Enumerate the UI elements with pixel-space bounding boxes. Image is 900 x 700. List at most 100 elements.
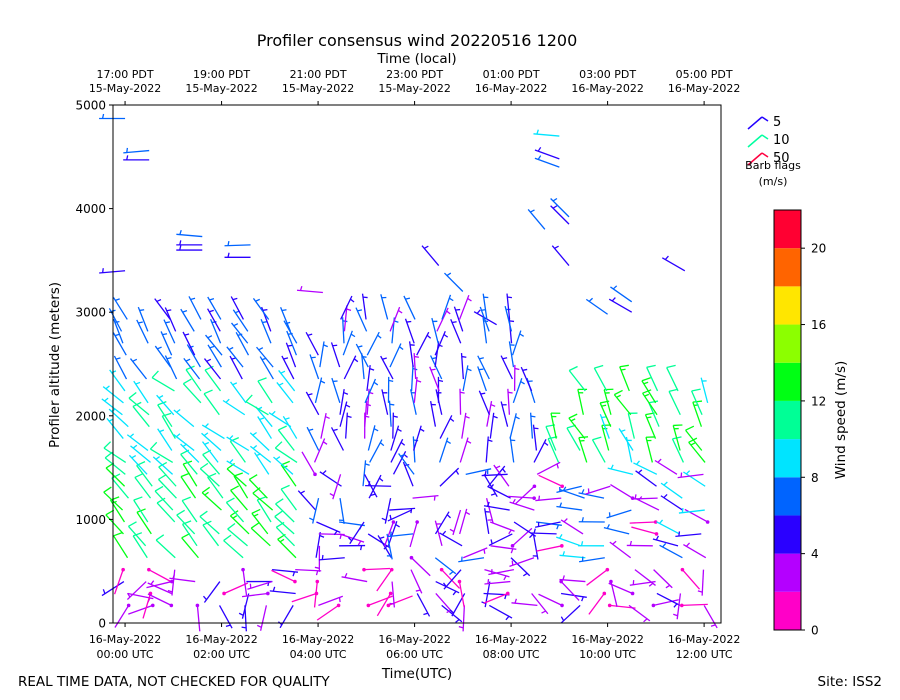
barb-shaft xyxy=(413,353,417,380)
barb-shaft xyxy=(199,468,220,487)
barb-half xyxy=(690,442,696,446)
wind-barb xyxy=(316,521,341,536)
barb-shaft xyxy=(578,557,605,563)
top-tick-date: 16-May-2022 xyxy=(668,82,740,95)
wind-barb xyxy=(568,413,586,439)
colorbar-tick-label: 20 xyxy=(811,242,826,256)
wind-barb xyxy=(459,388,465,415)
y-axis-label: Profiler altitude (meters) xyxy=(47,282,63,448)
wind-barb xyxy=(319,470,342,487)
top-tick-date: 15-May-2022 xyxy=(185,82,257,95)
barb-shaft xyxy=(249,432,270,451)
barb-shaft xyxy=(364,400,368,427)
barb-full xyxy=(227,522,236,530)
barb-half xyxy=(185,358,191,362)
wind-barb xyxy=(551,245,570,266)
barb-shaft xyxy=(313,581,318,608)
barb-half xyxy=(115,357,121,360)
barb-half xyxy=(556,524,559,530)
wind-barb xyxy=(133,496,149,523)
barb-half xyxy=(346,308,352,312)
barb-shaft xyxy=(551,245,570,266)
wind-barb xyxy=(280,307,292,332)
barb-half xyxy=(581,489,585,494)
barb-shaft xyxy=(126,581,147,600)
wind-barb xyxy=(429,366,440,392)
barb-shaft xyxy=(275,526,295,547)
wind-barb xyxy=(230,381,247,404)
wind-barb xyxy=(151,370,175,392)
barb-shaft xyxy=(535,521,562,526)
barb-shaft xyxy=(229,515,250,535)
barb-shaft xyxy=(268,412,292,428)
barb-shaft xyxy=(507,388,511,415)
barb-shaft xyxy=(538,593,563,606)
wind-barb xyxy=(652,535,679,547)
barb-full xyxy=(646,364,656,368)
top-tick-time: 21:00 PDT xyxy=(290,68,347,81)
barb-flag-legend: 5 10 50 xyxy=(747,115,790,166)
barb-half xyxy=(182,310,188,313)
barb-shaft xyxy=(409,521,418,548)
barb-shaft xyxy=(550,198,570,218)
wind-barb xyxy=(161,412,176,439)
barb-shaft xyxy=(169,577,196,583)
barb-half xyxy=(637,469,643,474)
wind-barb xyxy=(209,319,222,344)
wind-barb xyxy=(136,319,149,344)
barb-half xyxy=(558,534,563,539)
wind-barb xyxy=(201,432,222,451)
wind-barb xyxy=(556,534,581,547)
barb-shaft xyxy=(157,428,173,451)
wind-barb xyxy=(380,355,394,380)
barb-half xyxy=(510,548,514,554)
barb-half xyxy=(253,513,259,517)
wind-barb xyxy=(678,507,705,514)
barb-half xyxy=(281,309,287,312)
wind-barb xyxy=(435,580,460,596)
wind-barb xyxy=(508,495,536,500)
barb-shaft xyxy=(231,322,249,344)
legend-barb-shaft xyxy=(747,116,763,130)
barb-shaft xyxy=(367,533,391,549)
wind-barb xyxy=(362,460,370,487)
barb-half xyxy=(259,417,265,421)
wind-barb xyxy=(607,464,634,475)
wind-barb xyxy=(609,540,632,559)
barb-half xyxy=(323,344,328,348)
barb-full xyxy=(203,389,213,395)
barb-half xyxy=(629,540,632,546)
barb-shaft xyxy=(383,521,395,547)
barb-half xyxy=(322,470,327,475)
barb-shaft xyxy=(112,297,128,320)
bottom-tick-date: 16-May-2022 xyxy=(89,633,161,646)
barb-shaft xyxy=(114,605,130,628)
bottom-tick-date: 16-May-2022 xyxy=(378,633,450,646)
wind-barb xyxy=(700,377,709,404)
wind-barb xyxy=(500,355,514,380)
wind-barb xyxy=(661,255,686,272)
barb-shaft xyxy=(618,428,634,451)
barb-shaft xyxy=(315,531,321,558)
wind-barb xyxy=(369,439,385,463)
barb-shaft xyxy=(429,355,443,380)
wind-barb xyxy=(133,380,149,404)
wind-barb xyxy=(381,389,389,415)
wind-barb xyxy=(222,582,249,596)
wind-barb xyxy=(421,245,440,266)
wind-barb xyxy=(588,591,607,615)
barb-shaft xyxy=(108,408,129,428)
barb-shaft xyxy=(431,317,439,344)
barb-shaft xyxy=(164,355,178,380)
wind-barb xyxy=(547,436,560,463)
colorbar-label: Wind speed (m/s) xyxy=(833,361,849,480)
barb-shaft xyxy=(381,389,389,415)
barb-shaft xyxy=(459,388,462,415)
barb-shaft xyxy=(252,298,270,320)
barb-calm xyxy=(560,484,565,489)
y-tick-label: 3000 xyxy=(75,306,106,320)
barb-shaft xyxy=(550,205,570,225)
barb-half xyxy=(132,444,138,449)
barb-shaft xyxy=(390,425,400,451)
barb-shaft xyxy=(339,401,348,427)
